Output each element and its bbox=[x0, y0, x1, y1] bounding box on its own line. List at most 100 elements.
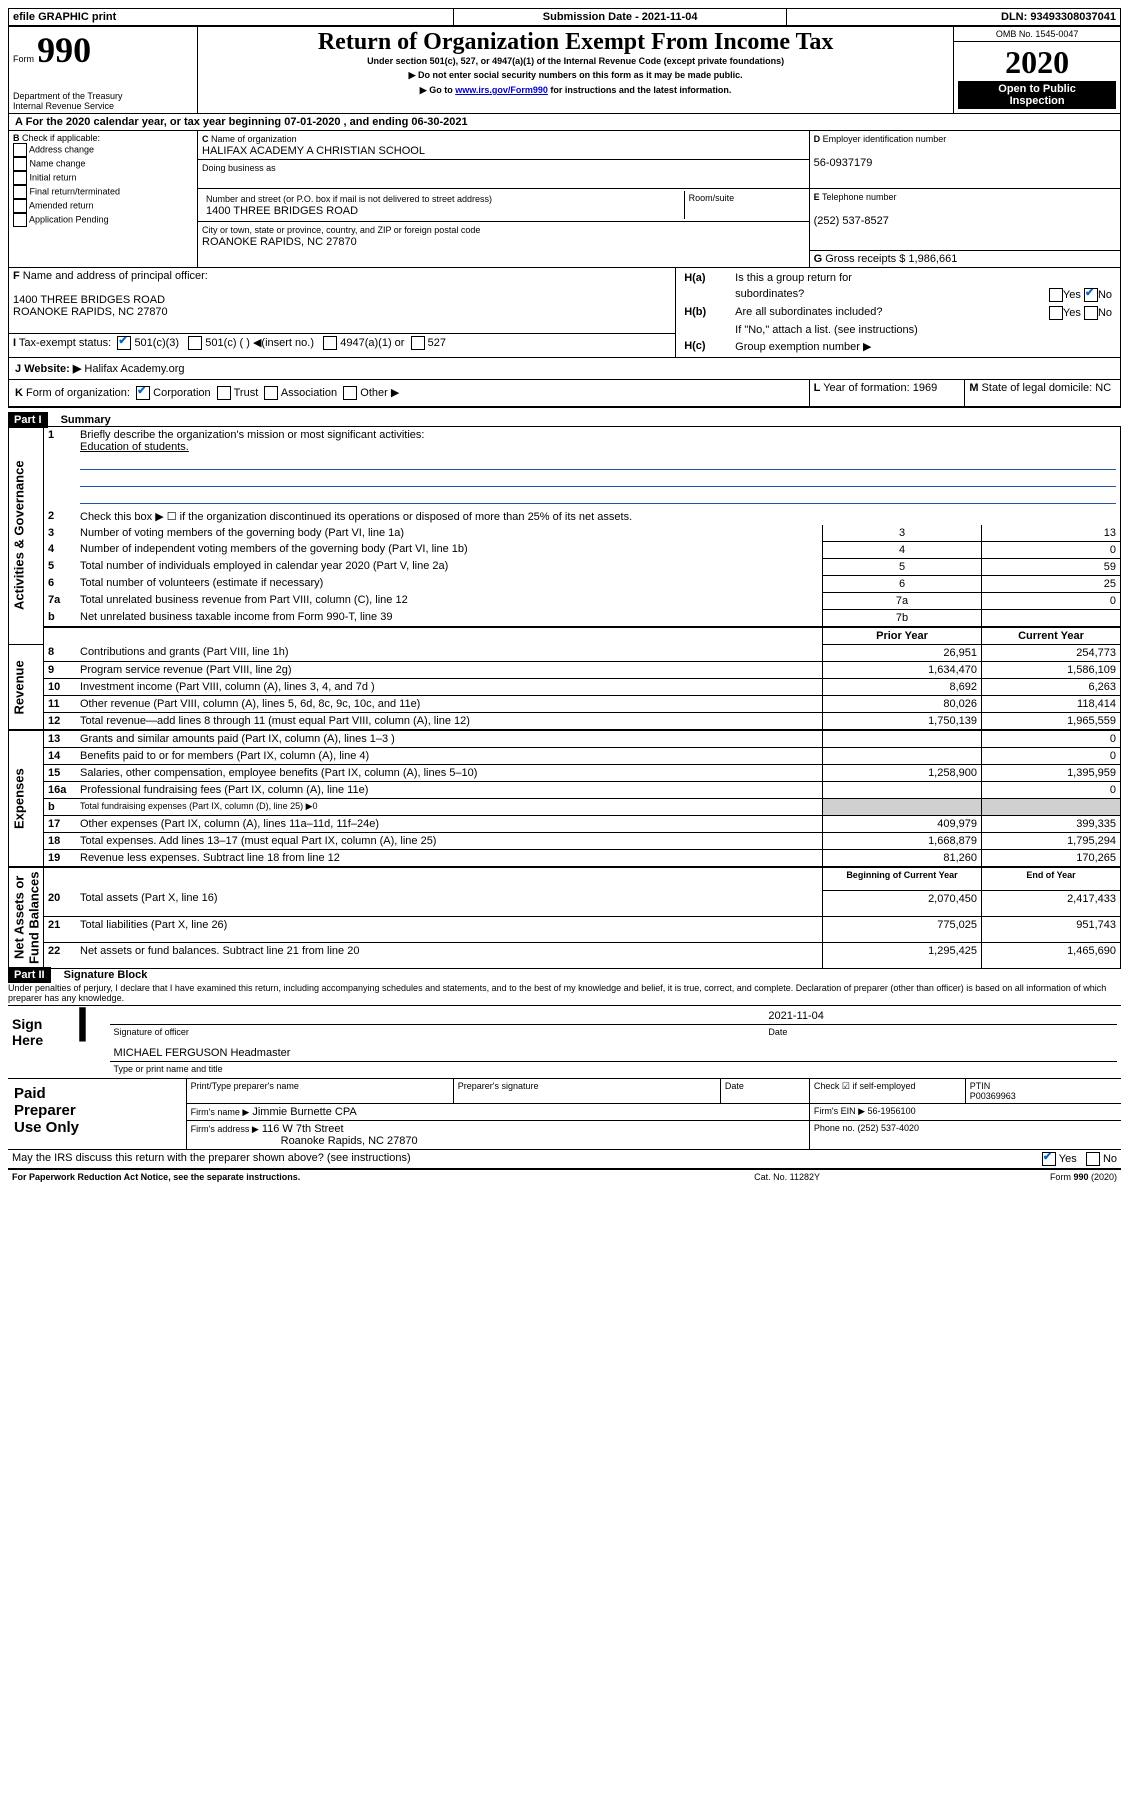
checkbox-discuss-no[interactable] bbox=[1086, 1152, 1100, 1166]
summary-row: 4Number of independent voting members of… bbox=[9, 541, 1121, 558]
checkbox-4947[interactable] bbox=[323, 336, 337, 350]
firm-addr2: Roanoke Rapids, NC 27870 bbox=[191, 1135, 418, 1147]
checkbox-527[interactable] bbox=[411, 336, 425, 350]
discuss-question: May the IRS discuss this return with the… bbox=[8, 1150, 963, 1169]
col-prior: Prior Year bbox=[823, 627, 982, 645]
line-a: A For the 2020 calendar year, or tax yea… bbox=[8, 114, 1121, 131]
k-label: Form of organization: bbox=[26, 387, 130, 399]
section-ag: Activities & Governance bbox=[9, 426, 44, 644]
footer-mid: Cat. No. 11282Y bbox=[676, 1170, 899, 1184]
fhij-block: F Name and address of principal officer:… bbox=[8, 268, 1121, 358]
checkbox-discuss-yes[interactable] bbox=[1042, 1152, 1056, 1166]
firm-name: Jimmie Burnette CPA bbox=[252, 1106, 356, 1118]
section-rev: Revenue bbox=[9, 644, 44, 730]
subtitle-3a: ▶ Go to bbox=[420, 85, 455, 95]
org-info-block: B Check if applicable: Address change Na… bbox=[8, 131, 1121, 268]
city-label: City or town, state or province, country… bbox=[202, 225, 480, 235]
col-eoy: End of Year bbox=[982, 867, 1121, 891]
form-title: Return of Organization Exempt From Incom… bbox=[202, 29, 949, 56]
year-formation: 1969 bbox=[913, 382, 937, 394]
summary-table: Activities & Governance 1 Briefly descri… bbox=[8, 426, 1121, 969]
j-label: Website: ▶ bbox=[24, 363, 81, 375]
part1-heading: Summary bbox=[51, 414, 111, 426]
efile-label[interactable]: efile GRAPHIC print bbox=[9, 9, 454, 26]
paid-preparer: Paid Preparer Use Only bbox=[8, 1079, 186, 1150]
top-bar: efile GRAPHIC print Submission Date - 20… bbox=[8, 8, 1121, 26]
officer-name: MICHAEL FERGUSON Headmaster bbox=[110, 1039, 1117, 1062]
section-net: Net Assets or Fund Balances bbox=[9, 867, 44, 969]
line1-value: Education of students. bbox=[80, 441, 189, 453]
ein: 56-0937179 bbox=[814, 157, 873, 169]
form-number: 990 bbox=[37, 30, 91, 70]
state-domicile: NC bbox=[1095, 382, 1111, 394]
telephone: (252) 537-8527 bbox=[814, 215, 889, 227]
header-block: Form 990 Department of the Treasury Inte… bbox=[8, 26, 1121, 114]
checkbox-initial-return[interactable] bbox=[13, 171, 27, 185]
summary-row: 6Total number of volunteers (estimate if… bbox=[9, 575, 1121, 592]
subtitle-1: Under section 501(c), 527, or 4947(a)(1)… bbox=[202, 56, 949, 66]
col-current: Current Year bbox=[982, 627, 1121, 645]
checkbox-ha-yes[interactable] bbox=[1049, 288, 1063, 302]
line1-label: Briefly describe the organization's miss… bbox=[80, 429, 424, 441]
sign-here: Sign Here bbox=[8, 1006, 76, 1079]
footer-right: Form 990 (2020) bbox=[1050, 1172, 1117, 1182]
declaration: Under penalties of perjury, I declare th… bbox=[8, 981, 1121, 1006]
checkbox-other[interactable] bbox=[343, 386, 357, 400]
sign-here-block: Sign Here ▎ 2021-11-04 Signature of offi… bbox=[8, 1006, 1121, 1079]
city: ROANOKE RAPIDS, NC 27870 bbox=[202, 236, 357, 248]
omb: OMB No. 1545-0047 bbox=[954, 27, 1121, 42]
open-inspection: Open to Public Inspection bbox=[958, 81, 1116, 109]
checkbox-501c[interactable] bbox=[188, 336, 202, 350]
f-label: Name and address of principal officer: bbox=[23, 270, 208, 282]
room-label: Room/suite bbox=[684, 191, 805, 219]
checkbox-final-return[interactable] bbox=[13, 185, 27, 199]
bracket-icon: ▎ bbox=[76, 1006, 106, 1079]
checkbox-amended[interactable] bbox=[13, 199, 27, 213]
checkbox-ha-no[interactable] bbox=[1084, 288, 1098, 302]
b-label: Check if applicable: bbox=[22, 133, 100, 143]
subtitle-3b: for instructions and the latest informat… bbox=[550, 85, 731, 95]
checkbox-corp[interactable] bbox=[136, 386, 150, 400]
officer-addr2: ROANOKE RAPIDS, NC 27870 bbox=[13, 306, 168, 318]
summary-row: 3Number of voting members of the governi… bbox=[9, 525, 1121, 542]
irs-link[interactable]: www.irs.gov/Form990 bbox=[455, 85, 548, 95]
gross-receipts: 1,986,661 bbox=[908, 253, 957, 265]
street: 1400 THREE BRIDGES ROAD bbox=[206, 205, 358, 217]
footer-left: For Paperwork Reduction Act Notice, see … bbox=[8, 1170, 676, 1184]
g-label: Gross receipts $ bbox=[825, 253, 905, 265]
line-a-text: For the 2020 calendar year, or tax year … bbox=[26, 116, 468, 128]
org-name: HALIFAX ACADEMY A CHRISTIAN SCHOOL bbox=[202, 145, 425, 157]
ptin: P00369963 bbox=[970, 1091, 1016, 1101]
officer-addr1: 1400 THREE BRIDGES ROAD bbox=[13, 294, 165, 306]
checkbox-trust[interactable] bbox=[217, 386, 231, 400]
d-label: Employer identification number bbox=[823, 134, 947, 144]
i-label: Tax-exempt status: bbox=[19, 337, 111, 349]
form-word: Form bbox=[13, 54, 34, 64]
website: Halifax Academy.org bbox=[84, 363, 184, 375]
dept-treasury: Department of the Treasury Internal Reve… bbox=[13, 91, 193, 111]
firm-ein: 56-1956100 bbox=[868, 1106, 916, 1116]
checkbox-name-change[interactable] bbox=[13, 157, 27, 171]
c-name-label: Name of organization bbox=[211, 134, 297, 144]
tax-year: 2020 bbox=[958, 44, 1116, 81]
submission-date: Submission Date - 2021-11-04 bbox=[453, 9, 787, 26]
dba-label: Doing business as bbox=[202, 163, 276, 173]
checkbox-501c3[interactable] bbox=[117, 336, 131, 350]
street-label: Number and street (or P.O. box if mail i… bbox=[206, 194, 492, 204]
sig-date: 2021-11-04 bbox=[764, 1008, 1117, 1025]
part2-heading: Signature Block bbox=[54, 969, 148, 981]
checkbox-app-pending[interactable] bbox=[13, 213, 27, 227]
preparer-block: Paid Preparer Use Only Print/Type prepar… bbox=[8, 1079, 1121, 1150]
summary-row: 5Total number of individuals employed in… bbox=[9, 558, 1121, 575]
checkbox-address-change[interactable] bbox=[13, 143, 27, 157]
e-label: Telephone number bbox=[822, 192, 897, 202]
summary-row: bNet unrelated business taxable income f… bbox=[9, 609, 1121, 627]
line2: Check this box ▶ ☐ if the organization d… bbox=[76, 508, 1121, 525]
section-exp: Expenses bbox=[9, 730, 44, 867]
summary-row: 7aTotal unrelated business revenue from … bbox=[9, 592, 1121, 609]
checkbox-hb-no[interactable] bbox=[1084, 306, 1098, 320]
checkbox-hb-yes[interactable] bbox=[1049, 306, 1063, 320]
checkbox-assoc[interactable] bbox=[264, 386, 278, 400]
col-bcy: Beginning of Current Year bbox=[823, 867, 982, 891]
firm-addr1: 116 W 7th Street bbox=[262, 1123, 344, 1135]
